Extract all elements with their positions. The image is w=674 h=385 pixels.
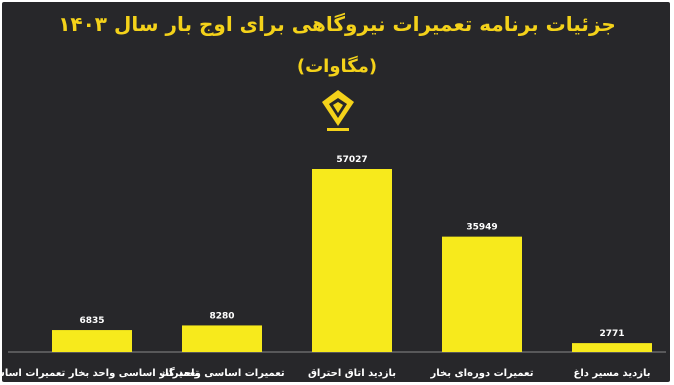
data-label-3: 57027 [336, 155, 367, 165]
bar-3 [312, 169, 392, 352]
data-label-5: 2771 [599, 329, 624, 339]
bar-5 [572, 343, 652, 352]
data-label-4: 35949 [466, 223, 497, 233]
bar-1 [52, 330, 132, 352]
category-label-3: بازدید اتاق احتراق [308, 368, 396, 379]
chart-title: جزئیات برنامه تعمیرات نیروگاهی برای اوج … [58, 12, 616, 36]
category-label-2: تعمیرات اساسی واحد گاز [158, 366, 284, 379]
bar-4 [442, 236, 522, 352]
category-label-4: تعمیرات دوره‌ای بخار [430, 368, 534, 379]
bar-2 [182, 325, 262, 352]
category-label-5: بازدید مسیر داغ [574, 368, 651, 379]
chart-subtitle: (مگاوات) [296, 56, 378, 77]
data-label-2: 8280 [209, 311, 234, 321]
data-label-1: 6835 [79, 316, 104, 326]
power-company-logo-icon [322, 90, 354, 131]
category-label-1: تعمیرات اساسی واحد بخار تعمیرات اساسی [0, 368, 199, 379]
